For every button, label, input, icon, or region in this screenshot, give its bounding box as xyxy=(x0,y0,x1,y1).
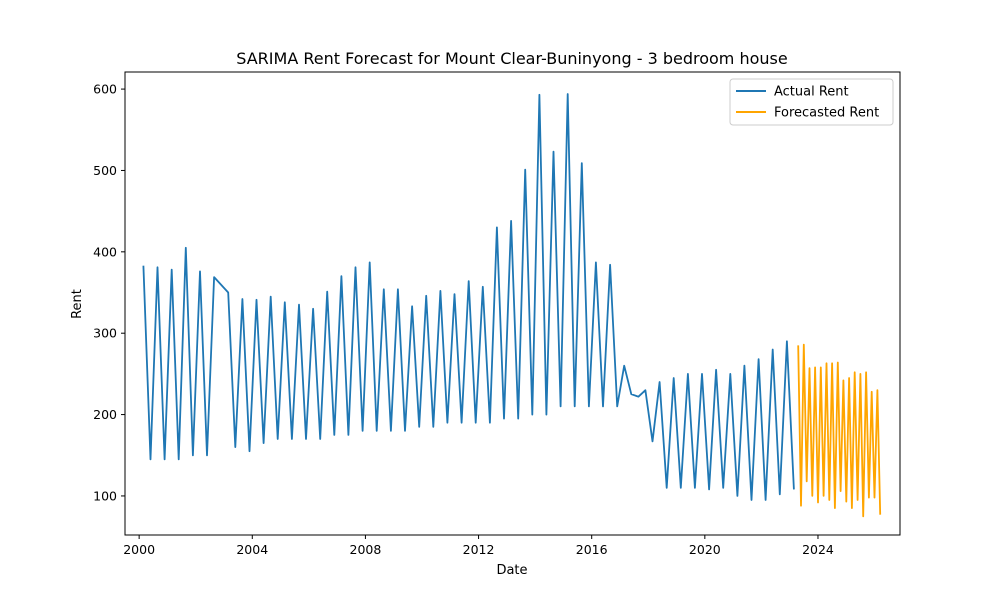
chart-title: SARIMA Rent Forecast for Mount Clear-Bun… xyxy=(236,49,787,68)
y-tick-label: 400 xyxy=(93,244,117,259)
legend: Actual Rent Forecasted Rent xyxy=(729,78,894,126)
y-tick-label: 200 xyxy=(93,407,117,422)
legend-label-1: Actual Rent xyxy=(774,85,849,100)
y-axis: 100 200 300 400 500 600 xyxy=(93,82,125,503)
y-tick-label: 600 xyxy=(93,82,117,97)
plot-frame xyxy=(124,71,901,536)
series-line-2 xyxy=(797,343,882,518)
x-axis: 2000 2004 2008 2012 2016 2020 2024 xyxy=(123,535,834,557)
plot-lines xyxy=(142,93,882,518)
y-tick-label: 300 xyxy=(93,326,117,341)
x-tick-label: 2004 xyxy=(236,542,268,557)
legend-box xyxy=(729,78,894,126)
legend-label-2: Forecasted Rent xyxy=(774,106,879,121)
x-tick-label: 2016 xyxy=(576,542,608,557)
x-axis-label: Date xyxy=(496,563,527,578)
x-tick-label: 2024 xyxy=(802,542,834,557)
x-tick-label: 2008 xyxy=(350,542,382,557)
x-tick-label: 2020 xyxy=(689,542,721,557)
y-tick-label: 500 xyxy=(93,163,117,178)
y-tick-label: 100 xyxy=(93,488,117,503)
x-tick-label: 2012 xyxy=(463,542,495,557)
series-line-1 xyxy=(142,93,795,501)
x-tick-label: 2000 xyxy=(123,542,155,557)
y-axis-label: Rent xyxy=(70,289,85,319)
